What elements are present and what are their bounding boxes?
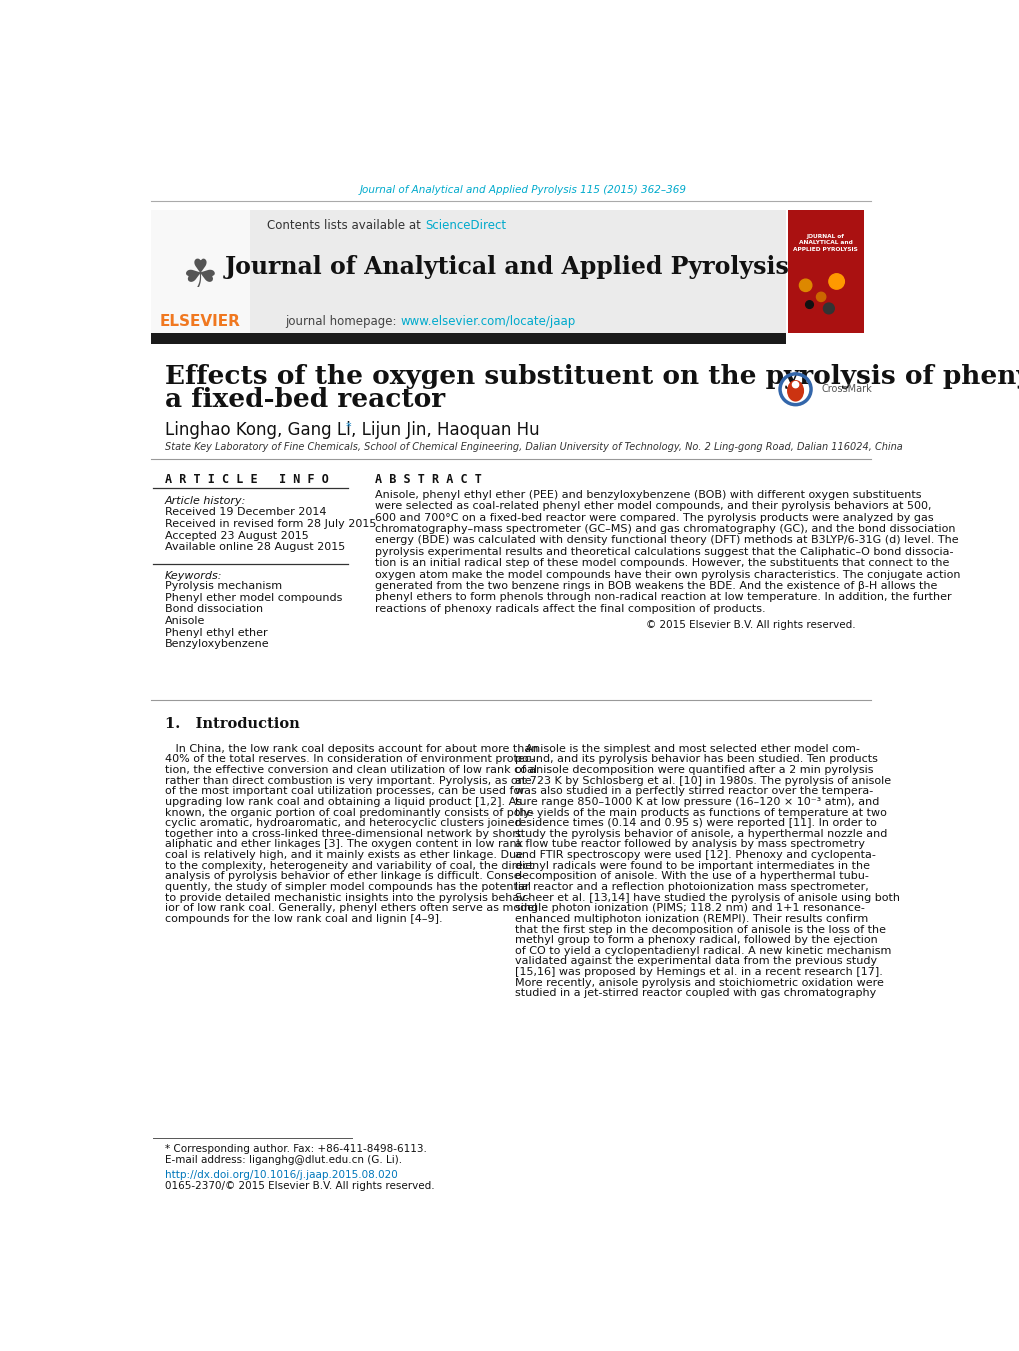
Text: studied in a jet-stirred reactor coupled with gas chromatography: studied in a jet-stirred reactor coupled… [515, 989, 875, 998]
Text: JOURNAL of
ANALYTICAL and
APPLIED PYROLYSIS: JOURNAL of ANALYTICAL and APPLIED PYROLY… [793, 234, 857, 253]
Text: Benzyloxybenzene: Benzyloxybenzene [164, 639, 269, 648]
Circle shape [799, 280, 811, 292]
Text: tion is an initial radical step of these model compounds. However, the substitue: tion is an initial radical step of these… [375, 558, 949, 569]
Text: Received in revised form 28 July 2015: Received in revised form 28 July 2015 [164, 519, 376, 530]
Text: CrossMark: CrossMark [820, 384, 871, 394]
Text: 1.   Introduction: 1. Introduction [164, 717, 300, 731]
Text: Article history:: Article history: [164, 496, 246, 505]
Text: aliphatic and ether linkages [3]. The oxygen content in low rank: aliphatic and ether linkages [3]. The ox… [164, 839, 523, 850]
Text: A R T I C L E   I N F O: A R T I C L E I N F O [164, 473, 328, 486]
Text: decomposition of anisole. With the use of a hyperthermal tubu-: decomposition of anisole. With the use o… [515, 871, 868, 881]
Text: of the most important coal utilization processes, can be used for: of the most important coal utilization p… [164, 786, 524, 796]
Text: ior of low rank coal. Generally, phenyl ethers often serve as model: ior of low rank coal. Generally, phenyl … [164, 904, 536, 913]
Text: at 723 K by Schlosberg et al. [10] in 1980s. The pyrolysis of anisole: at 723 K by Schlosberg et al. [10] in 19… [515, 775, 891, 786]
Text: Phenyl ethyl ether: Phenyl ethyl ether [164, 628, 267, 638]
Text: rather than direct combustion is very important. Pyrolysis, as one: rather than direct combustion is very im… [164, 775, 531, 786]
Text: quently, the study of simpler model compounds has the potential: quently, the study of simpler model comp… [164, 882, 530, 892]
Text: In China, the low rank coal deposits account for about more than: In China, the low rank coal deposits acc… [164, 744, 538, 754]
Text: Received 19 December 2014: Received 19 December 2014 [164, 508, 326, 517]
Text: © 2015 Elsevier B.V. All rights reserved.: © 2015 Elsevier B.V. All rights reserved… [646, 620, 855, 630]
Text: , Lijun Jin, Haoquan Hu: , Lijun Jin, Haoquan Hu [352, 422, 540, 439]
Text: cyclic aromatic, hydroaromatic, and heterocyclic clusters joined: cyclic aromatic, hydroaromatic, and hete… [164, 819, 521, 828]
Text: single photon ionization (PIMS; 118.2 nm) and 1+1 resonance-: single photon ionization (PIMS; 118.2 nm… [515, 904, 864, 913]
Circle shape [828, 274, 844, 289]
Text: More recently, anisole pyrolysis and stoichiometric oxidation were: More recently, anisole pyrolysis and sto… [515, 978, 883, 988]
Text: validated against the experimental data from the previous study: validated against the experimental data … [515, 957, 876, 966]
Text: Keywords:: Keywords: [164, 570, 222, 581]
Text: together into a cross-linked three-dimensional network by short: together into a cross-linked three-dimen… [164, 830, 521, 839]
Text: Journal of Analytical and Applied Pyrolysis 115 (2015) 362–369: Journal of Analytical and Applied Pyroly… [359, 185, 686, 195]
Text: lar reactor and a reflection photoionization mass spectrometer,: lar reactor and a reflection photoioniza… [515, 882, 868, 892]
Text: of CO to yield a cyclopentadienyl radical. A new kinetic mechanism: of CO to yield a cyclopentadienyl radica… [515, 946, 891, 955]
Text: 40% of the total reserves. In consideration of environment protec-: 40% of the total reserves. In considerat… [164, 754, 534, 765]
Text: phenyl ethers to form phenols through non-radical reaction at low temperature. I: phenyl ethers to form phenols through no… [375, 592, 951, 603]
Text: that the first step in the decomposition of anisole is the loss of the: that the first step in the decomposition… [515, 924, 886, 935]
Text: Accepted 23 August 2015: Accepted 23 August 2015 [164, 531, 308, 540]
Text: *: * [345, 422, 352, 432]
Text: 600 and 700°C on a fixed-bed reactor were compared. The pyrolysis products were : 600 and 700°C on a fixed-bed reactor wer… [375, 512, 933, 523]
Text: upgrading low rank coal and obtaining a liquid product [1,2]. As: upgrading low rank coal and obtaining a … [164, 797, 521, 807]
Text: known, the organic portion of coal predominantly consists of poly-: known, the organic portion of coal predo… [164, 808, 533, 817]
Text: methyl group to form a phenoxy radical, followed by the ejection: methyl group to form a phenoxy radical, … [515, 935, 877, 946]
Text: compounds for the low rank coal and lignin [4–9].: compounds for the low rank coal and lign… [164, 913, 442, 924]
Text: analysis of pyrolysis behavior of ether linkage is difficult. Conse-: analysis of pyrolysis behavior of ether … [164, 871, 524, 881]
Text: Scheer et al. [13,14] have studied the pyrolysis of anisole using both: Scheer et al. [13,14] have studied the p… [515, 893, 899, 902]
Text: to provide detailed mechanistic insights into the pyrolysis behav-: to provide detailed mechanistic insights… [164, 893, 529, 902]
Text: A B S T R A C T: A B S T R A C T [375, 473, 482, 486]
Text: Contents lists available at: Contents lists available at [267, 219, 425, 232]
Text: Journal of Analytical and Applied Pyrolysis: Journal of Analytical and Applied Pyroly… [224, 255, 789, 278]
Text: Anisole, phenyl ethyl ether (PEE) and benzyloxybenzene (BOB) with different oxyg: Anisole, phenyl ethyl ether (PEE) and be… [375, 490, 921, 500]
Text: journal homepage:: journal homepage: [284, 315, 399, 328]
Text: Available online 28 August 2015: Available online 28 August 2015 [164, 542, 344, 553]
Text: Phenyl ether model compounds: Phenyl ether model compounds [164, 593, 341, 603]
Text: 0165-2370/© 2015 Elsevier B.V. All rights reserved.: 0165-2370/© 2015 Elsevier B.V. All right… [164, 1181, 434, 1192]
Text: http://dx.doi.org/10.1016/j.jaap.2015.08.020: http://dx.doi.org/10.1016/j.jaap.2015.08… [164, 1170, 397, 1181]
Text: a fixed-bed reactor: a fixed-bed reactor [164, 386, 444, 412]
Text: ELSEVIER: ELSEVIER [160, 313, 240, 330]
Text: oxygen atom make the model compounds have their own pyrolysis characteristics. T: oxygen atom make the model compounds hav… [375, 570, 960, 580]
Text: was also studied in a perfectly stirred reactor over the tempera-: was also studied in a perfectly stirred … [515, 786, 872, 796]
Text: the yields of the main products as functions of temperature at two: the yields of the main products as funct… [515, 808, 886, 817]
Text: a flow tube reactor followed by analysis by mass spectrometry: a flow tube reactor followed by analysis… [515, 839, 864, 850]
Text: study the pyrolysis behavior of anisole, a hyperthermal nozzle and: study the pyrolysis behavior of anisole,… [515, 830, 887, 839]
Text: pyrolysis experimental results and theoretical calculations suggest that the Cal: pyrolysis experimental results and theor… [375, 547, 953, 557]
FancyBboxPatch shape [787, 209, 863, 334]
Text: Anisole: Anisole [164, 616, 205, 626]
Text: Linghao Kong, Gang Li: Linghao Kong, Gang Li [164, 422, 351, 439]
Text: Bond dissociation: Bond dissociation [164, 604, 263, 615]
Circle shape [815, 292, 825, 301]
Text: Pyrolysis mechanism: Pyrolysis mechanism [164, 581, 281, 592]
Text: ScienceDirect: ScienceDirect [425, 219, 505, 232]
Text: enhanced multiphoton ionization (REMPI). Their results confirm: enhanced multiphoton ionization (REMPI).… [515, 913, 867, 924]
Text: of anisole decomposition were quantified after a 2 min pyrolysis: of anisole decomposition were quantified… [515, 765, 872, 775]
Text: ☘: ☘ [182, 257, 218, 295]
Text: residence times (0.14 and 0.95 s) were reported [11]. In order to: residence times (0.14 and 0.95 s) were r… [515, 819, 876, 828]
Text: pound, and its pyrolysis behavior has been studied. Ten products: pound, and its pyrolysis behavior has be… [515, 754, 877, 765]
Text: * Corresponding author. Fax: +86-411-8498-6113.: * Corresponding author. Fax: +86-411-849… [164, 1144, 426, 1154]
Text: to the complexity, heterogeneity and variability of coal, the direct: to the complexity, heterogeneity and var… [164, 861, 533, 871]
Text: [15,16] was proposed by Hemings et al. in a recent research [17].: [15,16] was proposed by Hemings et al. i… [515, 967, 882, 977]
Text: generated from the two benzene rings in BOB weakens the BDE. And the existence o: generated from the two benzene rings in … [375, 581, 936, 590]
Text: Effects of the oxygen substituent on the pyrolysis of phenyl ethers on: Effects of the oxygen substituent on the… [164, 363, 1019, 389]
FancyBboxPatch shape [151, 334, 786, 345]
Circle shape [822, 303, 834, 313]
FancyBboxPatch shape [151, 209, 250, 334]
Circle shape [805, 301, 812, 308]
FancyBboxPatch shape [151, 209, 786, 334]
Ellipse shape [787, 380, 803, 401]
Text: and FTIR spectroscopy were used [12]. Phenoxy and cyclopenta-: and FTIR spectroscopy were used [12]. Ph… [515, 850, 875, 861]
Text: E-mail address: liganghg@dlut.edu.cn (G. Li).: E-mail address: liganghg@dlut.edu.cn (G.… [164, 1155, 401, 1165]
Text: State Key Laboratory of Fine Chemicals, School of Chemical Engineering, Dalian U: State Key Laboratory of Fine Chemicals, … [164, 442, 902, 453]
Text: chromatography–mass spectrometer (GC–MS) and gas chromatography (GC), and the bo: chromatography–mass spectrometer (GC–MS)… [375, 524, 955, 534]
Text: were selected as coal-related phenyl ether model compounds, and their pyrolysis : were selected as coal-related phenyl eth… [375, 501, 931, 511]
Text: tion, the effective conversion and clean utilization of low rank coal: tion, the effective conversion and clean… [164, 765, 536, 775]
Text: energy (BDE) was calculated with density functional theory (DFT) methods at B3LY: energy (BDE) was calculated with density… [375, 535, 958, 546]
Text: Anisole is the simplest and most selected ether model com-: Anisole is the simplest and most selecte… [515, 744, 859, 754]
Circle shape [792, 381, 798, 388]
Text: ture range 850–1000 K at low pressure (16–120 × 10⁻³ atm), and: ture range 850–1000 K at low pressure (1… [515, 797, 878, 807]
Text: coal is relatively high, and it mainly exists as ether linkage. Due: coal is relatively high, and it mainly e… [164, 850, 522, 861]
Text: dienyl radicals were found to be important intermediates in the: dienyl radicals were found to be importa… [515, 861, 869, 871]
Text: reactions of phenoxy radicals affect the final composition of products.: reactions of phenoxy radicals affect the… [375, 604, 765, 613]
Text: www.elsevier.com/locate/jaap: www.elsevier.com/locate/jaap [399, 315, 575, 328]
